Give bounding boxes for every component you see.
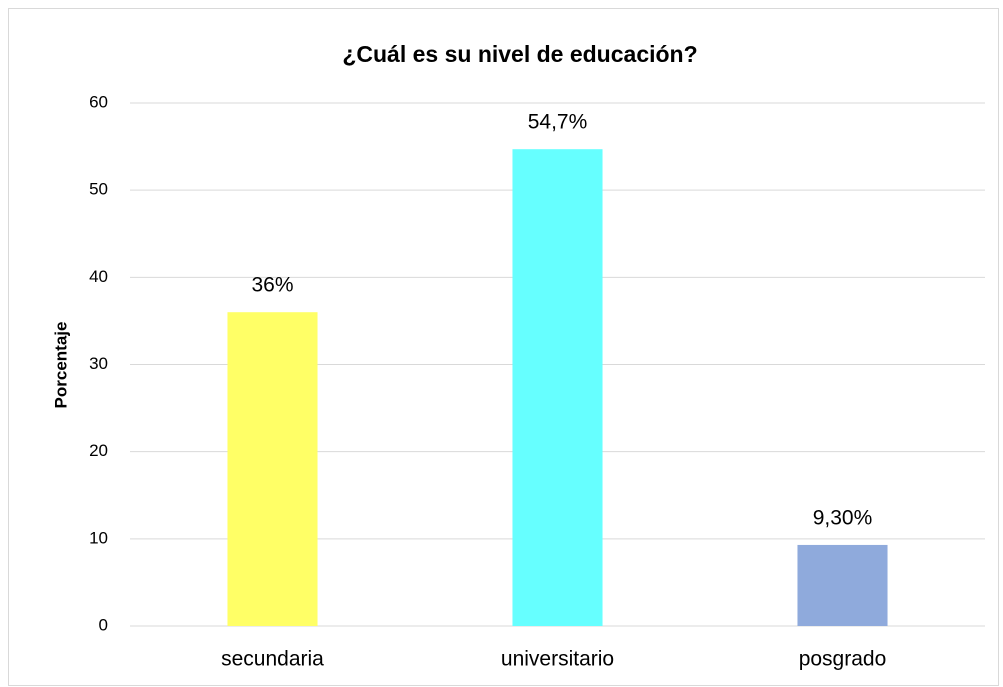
data-label: 54,7%: [528, 111, 588, 134]
data-label: 9,30%: [813, 506, 873, 529]
y-axis-label: Porcentaje: [51, 322, 70, 409]
chart-title: ¿Cuál es su nivel de educación?: [342, 41, 697, 67]
bar: [512, 149, 603, 626]
y-tick-label: 40: [89, 267, 108, 286]
data-label: 36%: [251, 274, 293, 297]
bar: [227, 312, 318, 626]
y-tick-label: 20: [89, 441, 108, 460]
x-tick-label: secundaria: [221, 648, 324, 671]
y-tick-label: 0: [99, 615, 108, 634]
y-tick-label: 30: [89, 354, 108, 373]
x-tick-label: posgrado: [799, 648, 887, 671]
y-tick-label: 60: [89, 92, 108, 111]
x-tick-label: universitario: [501, 648, 614, 671]
bar: [797, 544, 888, 626]
y-tick-label: 50: [89, 180, 108, 199]
y-tick-label: 10: [89, 528, 108, 547]
